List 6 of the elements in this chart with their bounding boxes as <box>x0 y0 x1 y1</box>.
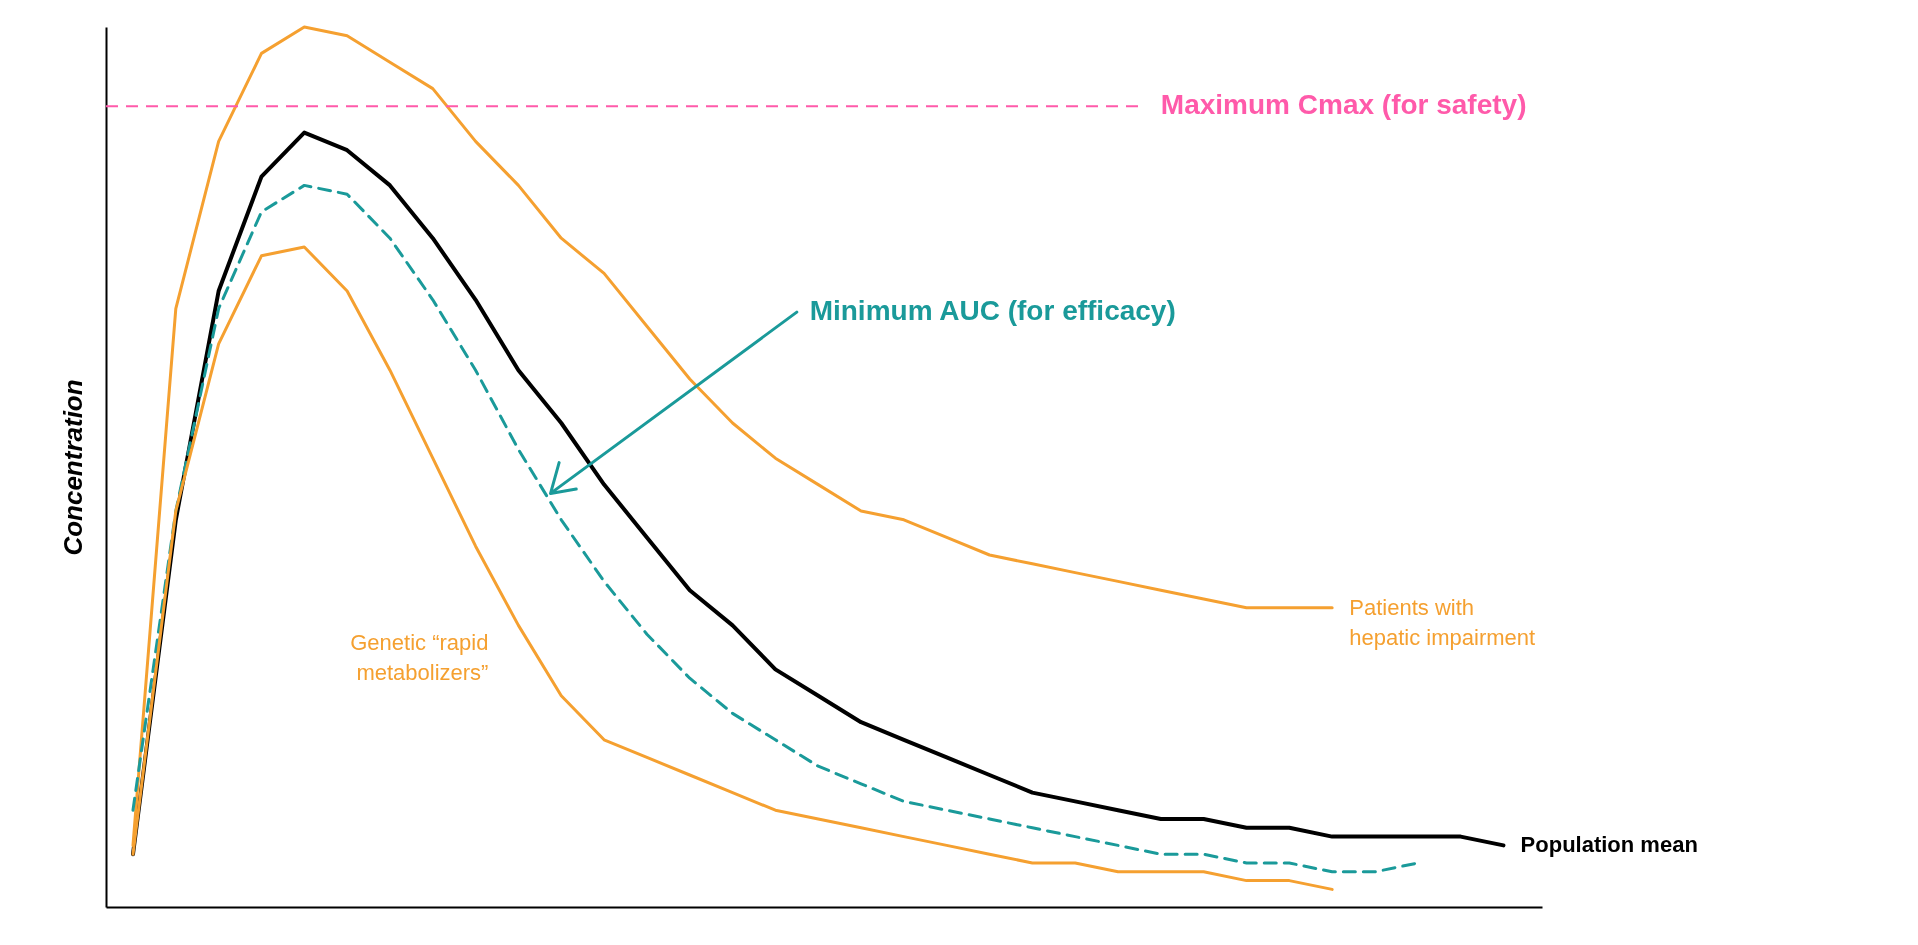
series-label: Population mean <box>1520 832 1698 858</box>
y-axis-title: Concentration <box>57 379 88 556</box>
annotation: Minimum AUC (for efficacy) <box>809 295 1176 327</box>
series-label: Patients with hepatic impairment <box>1349 594 1536 650</box>
ref-line-label: Maximum Cmax (for safety) <box>1160 89 1527 121</box>
series-label: Genetic “rapid metabolizers” <box>350 630 489 685</box>
